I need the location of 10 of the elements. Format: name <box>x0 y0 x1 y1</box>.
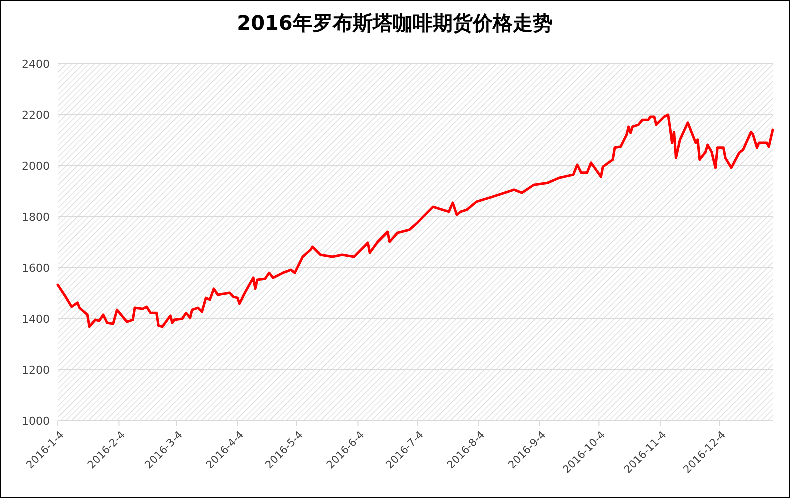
y-tick-label: 2200 <box>22 108 50 122</box>
y-tick-label: 1800 <box>22 210 50 224</box>
y-tick-label: 1600 <box>22 262 50 275</box>
line-series <box>56 114 774 328</box>
chart-title: 2016年罗布斯塔咖啡期货价格走势 <box>237 11 553 35</box>
y-tick-label: 1000 <box>22 414 50 428</box>
y-tick-label: 1400 <box>22 312 50 326</box>
y-tick-label: 2000 <box>22 160 50 173</box>
y-tick-label: 1200 <box>22 364 50 377</box>
y-tick-label: 2400 <box>22 58 50 71</box>
